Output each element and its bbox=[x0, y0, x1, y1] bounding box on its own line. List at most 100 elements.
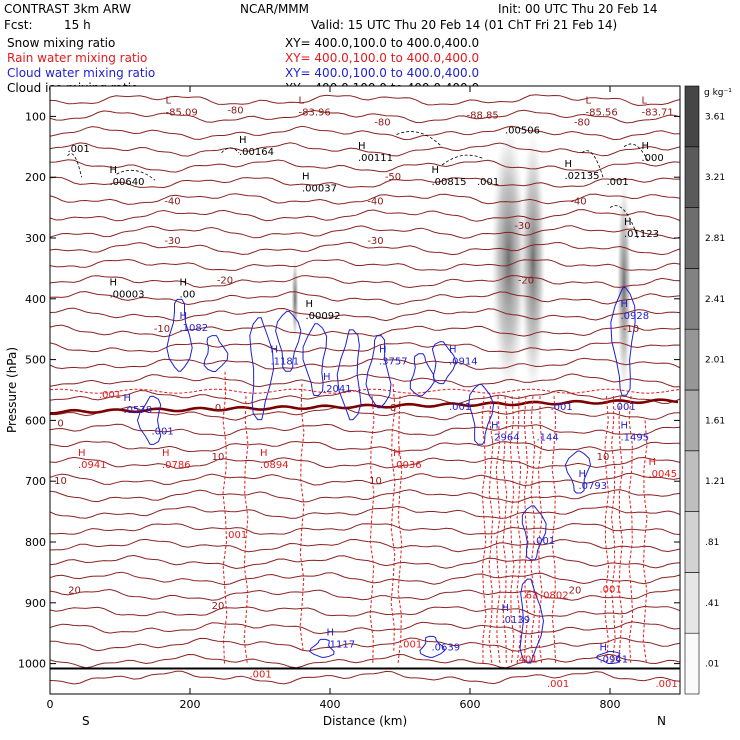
colorbar-swatch bbox=[684, 511, 700, 573]
cloud-ice-contour bbox=[67, 153, 82, 178]
extremum-value: .0036 bbox=[393, 460, 422, 471]
extremum-value: .001 bbox=[449, 402, 471, 413]
isotherm-label: 20 bbox=[569, 586, 582, 597]
colorbar-label: 1.21 bbox=[705, 477, 725, 487]
colorbar-label: 2.01 bbox=[705, 356, 725, 366]
extremum-symbol: H bbox=[579, 469, 587, 480]
cloud-ice-contour bbox=[116, 169, 156, 181]
x-tick-label: 400 bbox=[320, 698, 341, 711]
valid-time: Valid: 15 UTC Thu 20 Feb 14 (01 ChT Fri … bbox=[311, 18, 618, 32]
isotherm-label: 0 bbox=[57, 418, 63, 429]
isotherm-line bbox=[50, 406, 680, 421]
colorbar-label: .81 bbox=[705, 538, 719, 548]
cloud-ice-contour bbox=[396, 131, 443, 148]
extremum-value: .001 bbox=[533, 536, 555, 547]
extremum-value: .0045 bbox=[649, 469, 678, 480]
field-rain-xy: XY= 400.0,100.0 to 400.0,400.0 bbox=[285, 51, 480, 65]
extremum-symbol: H bbox=[432, 165, 440, 176]
x-tick-label: 0 bbox=[47, 698, 54, 711]
isotherm-line bbox=[50, 571, 680, 586]
colorbar-swatch bbox=[684, 85, 700, 148]
colorbar-swatch bbox=[684, 207, 700, 269]
snow-plume bbox=[291, 256, 299, 342]
isotherm-label: 0 bbox=[215, 403, 221, 414]
extremum-symbol: H bbox=[621, 421, 629, 432]
extremum-value: .001 bbox=[547, 679, 569, 690]
isotherm-line bbox=[50, 94, 680, 107]
extremum-symbol: H bbox=[379, 345, 387, 356]
extremum-symbol: H bbox=[600, 642, 608, 653]
isotherm-line bbox=[50, 342, 680, 353]
isotherm-label: 10 bbox=[597, 452, 610, 463]
extremum-value: .2964 bbox=[491, 433, 520, 444]
extremum-symbol: H bbox=[271, 345, 279, 356]
colorbar-label: 2.81 bbox=[705, 234, 725, 244]
cloud-water-contour bbox=[136, 395, 162, 445]
extremum-symbol: H bbox=[502, 603, 510, 614]
isotherm-label: -80 bbox=[574, 117, 590, 128]
extremum-value: -88.85 bbox=[467, 110, 499, 121]
field-snow-xy: XY= 400.0,100.0 to 400.0,400.0 bbox=[285, 36, 480, 50]
extremum-value: .001 bbox=[250, 670, 272, 681]
isotherm-line bbox=[50, 159, 680, 173]
extremum-value: .001 bbox=[99, 390, 121, 401]
colorbar-unit: g kg⁻¹ bbox=[704, 88, 732, 98]
isotherm-label: -40 bbox=[367, 197, 383, 208]
cloud-water-contour bbox=[519, 578, 545, 664]
extremum-value: .401 bbox=[516, 654, 538, 665]
extremum-value: .0139 bbox=[502, 615, 531, 626]
extremum-value: .00111 bbox=[358, 153, 393, 164]
isotherm-line bbox=[50, 258, 680, 271]
x-axis-label: Distance (km) bbox=[323, 714, 407, 728]
colorbar-swatch bbox=[684, 632, 700, 695]
isotherm-line bbox=[50, 274, 680, 289]
x-end-label-left: S bbox=[82, 714, 90, 728]
cloud-water-contour bbox=[166, 298, 193, 372]
isotherm-line bbox=[50, 225, 680, 240]
extremum-symbol: L bbox=[586, 95, 592, 106]
extremum-value: .0802 bbox=[540, 591, 569, 602]
y-tick-label: 400 bbox=[25, 293, 46, 306]
cloud-water-contour bbox=[249, 317, 275, 421]
snow-plume bbox=[520, 128, 546, 397]
isotherm-line bbox=[50, 125, 680, 141]
colorbar-swatch bbox=[684, 268, 700, 330]
colorbar-label: 1.61 bbox=[705, 416, 725, 426]
field-cloudwater-label: Cloud water mixing ratio bbox=[7, 66, 156, 80]
isotherm-label: -30 bbox=[514, 221, 530, 232]
isotherm-label: 20 bbox=[212, 601, 225, 612]
isotherm-line bbox=[50, 324, 680, 338]
isotherm-line bbox=[50, 456, 680, 469]
extremum-symbol: H bbox=[306, 299, 314, 310]
cloud-water-contour bbox=[275, 310, 302, 372]
field-cloudwater-xy: XY= 400.0,100.0 to 400.0,400.0 bbox=[285, 66, 480, 80]
x-tick-label: 200 bbox=[180, 698, 201, 711]
extremum-value: .0793 bbox=[579, 481, 608, 492]
isotherm-label: -20 bbox=[518, 276, 534, 287]
cloud-water-contour bbox=[595, 651, 621, 664]
y-tick-label: 300 bbox=[25, 232, 46, 245]
extremum-value: .00 bbox=[180, 290, 196, 301]
y-tick-label: 200 bbox=[25, 171, 46, 184]
extremum-value: .001 bbox=[68, 144, 90, 155]
isotherm-label: -10 bbox=[623, 324, 639, 335]
forecast-label: Fcst: bbox=[4, 18, 33, 32]
extremum-symbol: H bbox=[180, 311, 188, 322]
isotherm-line bbox=[50, 605, 680, 617]
extremum-value: .1082 bbox=[180, 323, 209, 334]
extremum-value: .0786 bbox=[162, 460, 191, 471]
isotherm-line bbox=[50, 670, 680, 685]
isotherm-label: -30 bbox=[164, 236, 180, 247]
extremum-value: .0639 bbox=[432, 642, 461, 653]
x-tick-label: 600 bbox=[460, 698, 481, 711]
isotherm-line bbox=[50, 588, 680, 601]
extremum-value: .0941 bbox=[78, 460, 107, 471]
extremum-value: .0894 bbox=[260, 460, 289, 471]
colorbar-swatch bbox=[684, 572, 700, 634]
extremum-symbol: H bbox=[491, 421, 499, 432]
isotherm-line bbox=[50, 109, 680, 124]
isotherm-line bbox=[50, 373, 680, 388]
isotherm-label: 0 bbox=[390, 403, 396, 414]
extremum-value: .0578 bbox=[124, 405, 153, 416]
